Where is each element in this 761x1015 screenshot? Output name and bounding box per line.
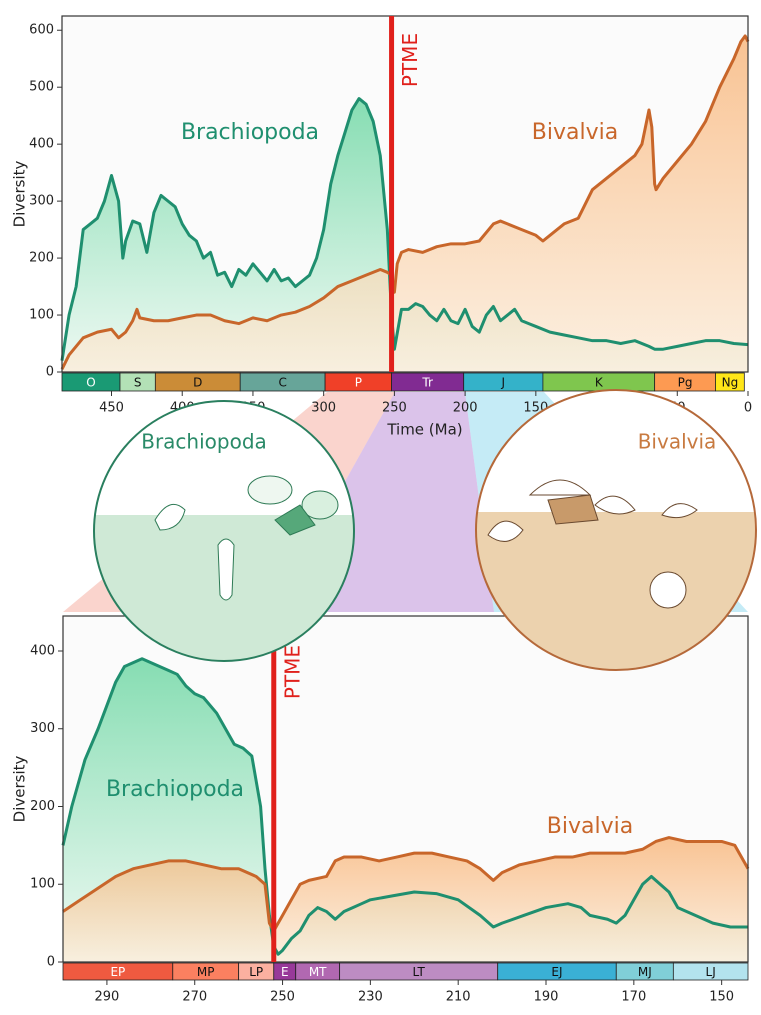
series-label: Brachiopoda [181,120,319,145]
period-label: Tr [421,376,433,390]
x-tick-label: 450 [99,401,124,416]
rock [274,504,316,536]
x-tick-label: 0 [744,401,752,416]
series-label: Bivalvia [547,814,633,839]
ptme-label: PTME [398,33,422,87]
x-tick-label: 300 [311,401,336,416]
period-label: S [134,376,142,390]
rock [547,494,599,525]
series-label: Bivalvia [532,120,618,145]
y-tick-label: 200 [29,251,54,266]
area-fill [62,98,748,372]
x-tick-label: 190 [534,990,559,1005]
y-tick-label: 0 [47,955,55,970]
period-band [715,372,745,392]
shell [594,495,636,515]
period-label: LJ [706,965,716,979]
vignette-label: Bivalvia [638,430,717,454]
period-label: E [281,965,289,979]
x-tick-label: 250 [270,990,295,1005]
charts: Brachiopoda Bivalvia 0 100 200 300 400 500 600 Di… [11,15,752,1005]
x-tick-label: 150 [709,990,734,1005]
plot-frame [62,615,749,963]
period-label: MT [309,965,327,979]
x-tick-label: 250 [382,401,407,416]
x-tick-label: 230 [358,990,383,1005]
period-label: J [501,376,506,390]
x-axis-label: Time (Ma) [386,421,462,439]
vignette-border [475,389,757,671]
period-label: EJ [551,965,562,979]
chart: Brachiopoda Bivalvia 0 100 200 300 400 500 600 Di… [11,15,752,439]
y-tick-label: 300 [29,194,54,209]
y-tick-label: 200 [30,799,55,814]
period-label: P [355,376,362,390]
brachiopod-vignette: Brachiopoda [93,400,355,662]
y-tick-label: 0 [46,365,54,380]
shell [487,520,524,542]
period-label: O [86,376,95,390]
x-tick-label: 290 [94,990,119,1005]
period-label: MJ [638,965,652,979]
series-label: Brachiopoda [106,777,244,802]
y-tick-label: 400 [30,643,55,658]
period-label: Ng [722,376,739,390]
y-tick-label: 300 [30,721,55,736]
shell [661,503,698,519]
shell [217,538,235,601]
chart: Brachiopoda Bivalvia 0 100 200 300 400 Diversit… [11,615,750,1005]
x-tick-label: 270 [182,990,207,1005]
y-tick-label: 100 [29,308,54,323]
ptme-label: PTME [280,645,304,699]
vignette-border [93,400,355,662]
area-fill [62,35,748,372]
series-line [62,836,750,933]
x-tick-label: 200 [453,401,478,416]
shell [301,490,339,520]
period-label: EP [110,965,125,979]
period-label: MP [197,965,215,979]
y-tick-label: 600 [29,23,54,38]
period-label: LT [412,965,425,979]
series-line [60,34,750,370]
period-band [672,962,749,981]
y-axis-label: Diversity [11,161,29,228]
series-line [61,657,748,956]
shell [247,475,293,505]
y-tick-label: 500 [29,80,54,95]
illustrations: Brachiopoda Bivalvia [93,389,757,671]
plot-frame [61,15,749,373]
y-axis-label: Diversity [11,756,29,823]
period-label: D [193,376,202,390]
period-label: K [595,376,604,390]
shell [649,571,687,609]
x-tick-label: 170 [621,990,646,1005]
period-label: LP [249,965,263,979]
bivalve-vignette: Bivalvia [475,389,757,671]
period-label: Pg [678,376,693,390]
period-label: C [278,376,286,390]
x-tick-label: 210 [446,990,471,1005]
y-tick-label: 100 [30,877,55,892]
shell [154,503,186,531]
y-tick-label: 400 [29,137,54,152]
vignette-label: Brachiopoda [141,430,267,454]
series-line [60,97,749,361]
